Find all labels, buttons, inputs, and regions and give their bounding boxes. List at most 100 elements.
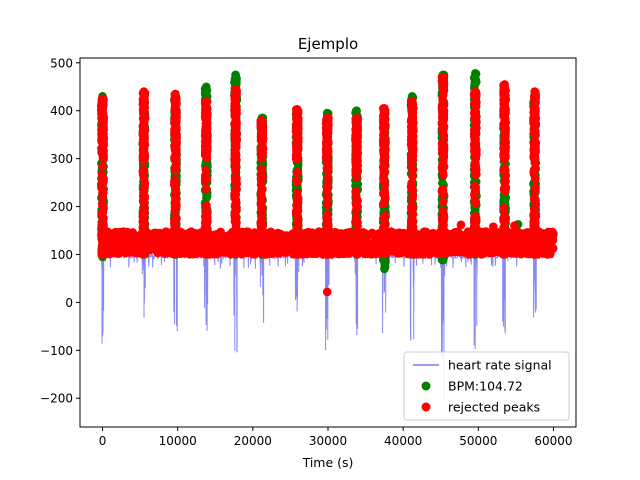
rejected-peak-point bbox=[515, 243, 524, 252]
rejected-peak-point bbox=[98, 200, 107, 210]
rejected-peak-point bbox=[408, 229, 418, 238]
rejected-peak-point bbox=[480, 236, 490, 246]
rejected-peak-point bbox=[232, 185, 241, 194]
rejected-peak-point bbox=[256, 189, 266, 198]
rejected-peak-point bbox=[380, 153, 390, 162]
rejected-peak-point bbox=[390, 231, 399, 240]
rejected-peak-point bbox=[499, 241, 509, 251]
rejected-peak-point bbox=[294, 114, 303, 123]
rejected-peak-point bbox=[122, 244, 132, 253]
rejected-peak-point bbox=[351, 218, 361, 227]
rejected-peak-point bbox=[258, 148, 267, 158]
plot-area bbox=[97, 69, 558, 400]
rejected-peak-point bbox=[257, 174, 266, 183]
accepted-peak-point bbox=[500, 195, 510, 205]
rejected-peak-point bbox=[470, 190, 479, 200]
rejected-peak-point bbox=[322, 147, 331, 157]
rejected-peak-point bbox=[439, 153, 449, 162]
rejected-peak-point bbox=[230, 193, 239, 203]
rejected-peak-point bbox=[273, 248, 283, 258]
rejected-peak-point bbox=[500, 178, 510, 187]
rejected-peak-point bbox=[291, 154, 301, 163]
rejected-peak-point bbox=[202, 146, 212, 156]
rejected-peak-point bbox=[471, 87, 480, 96]
rejected-peak-point bbox=[471, 140, 481, 149]
rejected-peak-point bbox=[408, 126, 417, 136]
rejected-peak-point bbox=[380, 104, 389, 113]
rejected-peak-point bbox=[380, 115, 390, 124]
rejected-peak-point bbox=[322, 239, 331, 248]
rejected-peak-point bbox=[438, 72, 448, 82]
rejected-peak-point bbox=[257, 211, 266, 220]
rejected-peak-point bbox=[531, 107, 540, 116]
rejected-peak-point bbox=[499, 166, 509, 176]
chart-title: Ejemplo bbox=[298, 35, 358, 53]
rejected-peak-point bbox=[97, 249, 107, 258]
rejected-peak-point bbox=[531, 186, 540, 195]
rejected-peak-point bbox=[323, 128, 333, 138]
rejected-peak-point bbox=[322, 113, 332, 123]
rejected-peak-point bbox=[292, 228, 302, 238]
rejected-peak-point bbox=[393, 249, 403, 258]
rejected-peak-point bbox=[257, 249, 267, 258]
rejected-peak-point bbox=[351, 158, 360, 167]
rejected-peak-point bbox=[170, 115, 179, 124]
rejected-peak-point bbox=[380, 240, 390, 249]
rejected-peak-point bbox=[182, 248, 192, 257]
rejected-peak-point bbox=[472, 170, 481, 179]
rejected-peak-point bbox=[439, 81, 448, 91]
rejected-peak-point bbox=[202, 134, 211, 143]
rejected-peak-point bbox=[470, 101, 479, 110]
rejected-peak-point bbox=[407, 184, 417, 194]
rejected-peak-point bbox=[308, 228, 317, 237]
rejected-peak-point bbox=[488, 248, 498, 258]
rejected-peak-point bbox=[292, 105, 302, 114]
accepted-peak-point bbox=[352, 106, 361, 115]
rejected-peak-point bbox=[230, 248, 239, 258]
rejected-peak-point bbox=[98, 162, 107, 171]
rejected-peak-point bbox=[98, 117, 108, 126]
rejected-peak-point bbox=[232, 109, 241, 118]
rejected-peak-point bbox=[408, 143, 418, 152]
rejected-peak-point bbox=[139, 234, 148, 244]
rejected-peak-point bbox=[407, 241, 417, 251]
rejected-peak-point bbox=[407, 117, 417, 127]
rejected-peak-point bbox=[437, 119, 447, 128]
rejected-peak-point bbox=[188, 229, 198, 239]
rejected-peak-point bbox=[138, 122, 148, 131]
rejected-peak-point bbox=[499, 203, 509, 213]
rejected-peak-point bbox=[351, 206, 361, 216]
rejected-peak-point bbox=[421, 227, 431, 237]
rejected-peak-point bbox=[139, 152, 148, 161]
rejected-peak-point bbox=[278, 243, 288, 252]
rejected-peak-point bbox=[336, 249, 345, 259]
rejected-peak-point bbox=[113, 228, 123, 237]
rejected-peak-point bbox=[408, 171, 417, 181]
rejected-peak-point bbox=[170, 242, 180, 252]
rejected-peak-point bbox=[256, 180, 266, 190]
rejected-peak-point bbox=[232, 128, 241, 138]
rejected-peak-point bbox=[323, 173, 333, 182]
rejected-peak-point bbox=[322, 219, 332, 228]
rejected-peak-point bbox=[351, 191, 361, 201]
rejected-peak-point bbox=[323, 162, 333, 172]
rejected-peak-point bbox=[139, 87, 149, 96]
rejected-peak-point bbox=[451, 236, 460, 245]
rejected-peak-point bbox=[437, 105, 447, 114]
rejected-peak-point bbox=[172, 137, 181, 146]
rejected-peak-point bbox=[379, 233, 389, 243]
rejected-peak-point bbox=[139, 213, 149, 223]
rejected-peak-point bbox=[257, 204, 266, 213]
rejected-peak-point bbox=[418, 245, 427, 254]
rejected-peak-point bbox=[500, 133, 510, 142]
rejected-peak-point bbox=[149, 241, 158, 251]
rejected-peak-point bbox=[242, 248, 251, 258]
rejected-peak-point bbox=[351, 132, 360, 141]
rejected-peak-point bbox=[438, 232, 448, 242]
rejected-peak-point bbox=[191, 239, 200, 248]
rejected-peak-point bbox=[170, 151, 180, 161]
rejected-peak-point bbox=[439, 131, 449, 141]
rejected-peak-point bbox=[380, 187, 390, 197]
rejected-peak-point bbox=[472, 123, 481, 133]
